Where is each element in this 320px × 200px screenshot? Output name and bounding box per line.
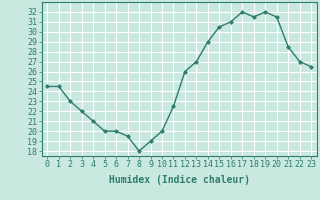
X-axis label: Humidex (Indice chaleur): Humidex (Indice chaleur): [109, 175, 250, 185]
